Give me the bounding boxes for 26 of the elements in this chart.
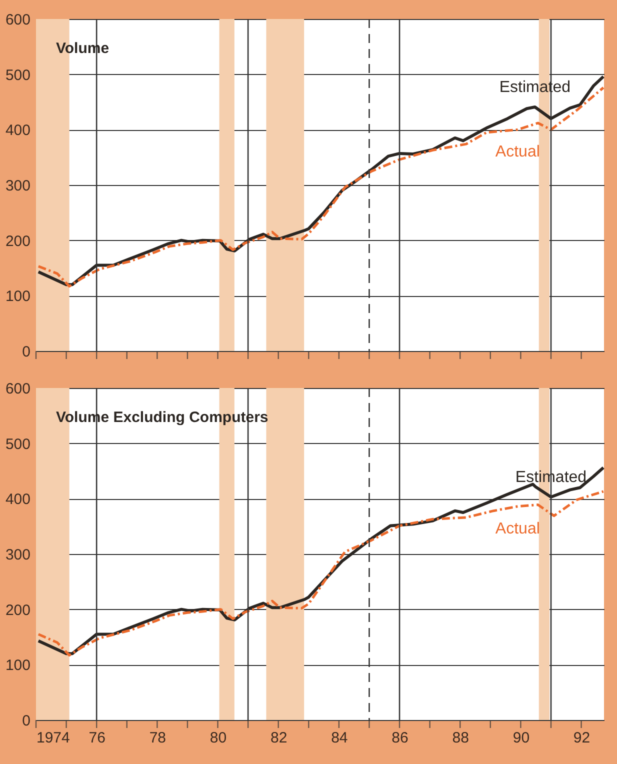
x-tick-label: 76	[88, 730, 106, 746]
x-tick-label: 80	[210, 730, 227, 746]
x-tick-label: 90	[512, 730, 530, 746]
y-tick-label: 200	[5, 602, 30, 619]
x-tick-label: 78	[149, 730, 166, 746]
x-tick-label: 88	[452, 730, 469, 746]
y-tick-label: 400	[5, 491, 30, 508]
x-tick-label: 92	[573, 730, 590, 746]
x-tick-label: 1974	[36, 730, 70, 746]
series-label: Actual	[495, 520, 540, 538]
y-tick-label: 600	[5, 380, 30, 398]
x-tick-label: 84	[331, 730, 348, 746]
y-tick-label: 500	[5, 66, 30, 84]
x-tick-label: 86	[392, 730, 408, 746]
y-tick-label: 200	[5, 232, 30, 250]
y-tick-label: 400	[5, 122, 30, 140]
x-tick-label: 82	[270, 730, 288, 746]
y-tick-label: 100	[5, 288, 30, 306]
y-tick-label: 0	[22, 712, 30, 730]
series-label: Actual	[495, 144, 540, 161]
y-tick-label: 300	[5, 546, 30, 564]
y-tick-label: 0	[22, 344, 30, 360]
y-tick-label: 500	[5, 436, 30, 453]
y-tick-label: 600	[5, 12, 30, 28]
y-tick-label: 100	[5, 657, 30, 674]
y-tick-label: 300	[5, 178, 30, 194]
